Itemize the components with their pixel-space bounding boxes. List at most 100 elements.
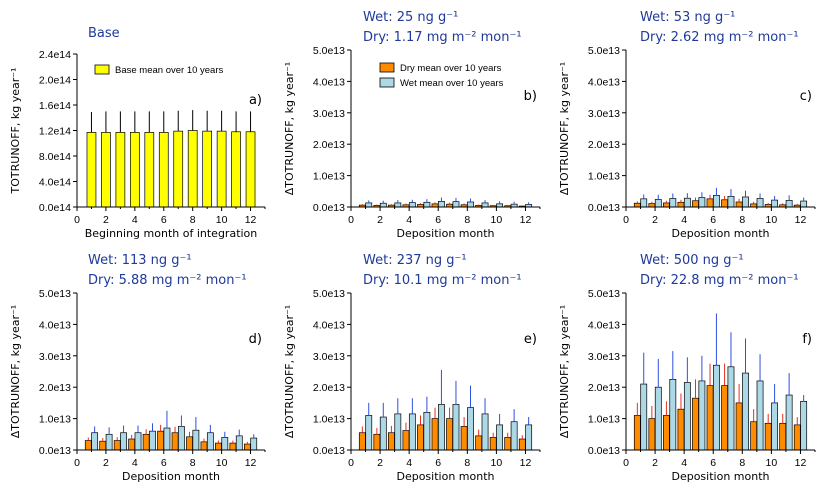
bar-base-m10 [216, 130, 227, 208]
bar-wet-m2 [105, 433, 113, 451]
bar-wet-m6 [713, 195, 720, 208]
y-tick-label: 5.0e13 [588, 45, 620, 57]
bar-dry-m5 [692, 397, 699, 451]
y-axis-label: TOTRUNOFF, kg year⁻¹ [9, 68, 22, 195]
bar-wet-m1 [365, 202, 373, 208]
bar-dry-m1 [358, 432, 366, 451]
bar-wet-m4 [408, 413, 416, 451]
bar-dry-m4 [128, 438, 136, 451]
bar-dry-m12 [793, 424, 801, 451]
panel-header: Dry: 5.88 mg m⁻² mon⁻¹ [88, 273, 247, 288]
x-tick-label: 4 [406, 457, 412, 469]
bar-wet-m3 [669, 198, 677, 208]
panel-header: Wet: 237 ng g⁻¹ [363, 253, 467, 268]
bar-dry-m2 [648, 203, 656, 208]
bar-wet-m9 [756, 198, 764, 208]
x-tick-label: 4 [132, 214, 138, 226]
y-tick-label: 8.0e14 [39, 151, 71, 163]
y-tick-label: 5.0e13 [588, 288, 620, 300]
x-axis-label: Beginning month of integration [85, 227, 258, 240]
x-tick-label: 6 [435, 457, 441, 469]
y-tick-label: 0.0e13 [313, 445, 345, 457]
x-tick-label: 6 [710, 214, 716, 226]
x-tick-label: 0 [74, 214, 80, 226]
panel-header: Wet: 53 ng g⁻¹ [640, 10, 735, 25]
bar-base-m9 [202, 130, 212, 208]
bar-wet-m7 [727, 366, 735, 451]
bar-dry-m11 [779, 422, 787, 451]
y-axis-label: ΔTOTRUNOFF, kg year⁻¹ [9, 305, 22, 438]
y-tick-label: 0.0e13 [588, 445, 620, 457]
bar-wet-m1 [365, 415, 373, 451]
bar-wet-m7 [727, 195, 735, 208]
x-tick-label: 12 [795, 214, 807, 226]
x-tick-label: 6 [161, 457, 167, 469]
y-tick-label: 4.0e13 [588, 76, 620, 88]
y-tick-label: 3.0e13 [588, 351, 620, 363]
bar-wet-m5 [698, 197, 706, 208]
bar-dry-m12 [243, 443, 251, 451]
panel-label: a) [249, 93, 262, 108]
x-tick-label: 0 [348, 214, 354, 226]
bar-dry-m3 [388, 432, 395, 451]
bar-wet-m4 [408, 202, 416, 208]
y-tick-label: 4.0e13 [313, 76, 345, 88]
bar-wet-m5 [149, 430, 156, 451]
x-tick-label: 8 [190, 457, 196, 469]
bar-dry-m3 [113, 440, 121, 451]
bar-dry-m8 [735, 402, 743, 451]
bar-base-m5 [144, 132, 155, 208]
bar-dry-m6 [706, 198, 714, 208]
x-tick-label: 8 [464, 214, 470, 226]
x-tick-label: 12 [245, 214, 257, 226]
panel-a: Base 0 2 4 6 8 10 12 0.0e14 4.0e14 8.0e14 1.2e14 1.6… [9, 26, 266, 240]
x-tick-label: 12 [520, 214, 532, 226]
x-tick-label: 8 [190, 214, 196, 226]
x-tick-label: 2 [377, 214, 383, 226]
y-tick-label: 3.0e13 [313, 351, 345, 363]
panel-label: b) [524, 89, 537, 104]
panel-label: c) [800, 89, 812, 104]
bar-dry-m1 [633, 202, 641, 208]
y-tick-label: 1.0e13 [588, 171, 620, 183]
bar-wet-m5 [423, 411, 431, 451]
bar-wet-m5 [698, 380, 706, 451]
x-tick-label: 8 [739, 214, 745, 226]
bar-dry-m4 [677, 201, 685, 208]
legend-swatch [94, 64, 110, 75]
x-tick-label: 4 [406, 214, 412, 226]
panel-f: Wet: 500 ng g⁻¹ Dry: 22.8 mg m⁻² mon⁻¹ 0 2 4… [558, 253, 816, 483]
bar-dry-m2 [99, 440, 107, 451]
bar-dry-m6 [157, 430, 164, 451]
y-tick-label: 1.0e13 [588, 414, 620, 426]
bar-wet-m4 [134, 432, 142, 451]
x-axis-label: Deposition month [671, 227, 769, 240]
bar-dry-m4 [677, 408, 685, 451]
bar-dry-m8 [460, 426, 468, 451]
bar-wet-m12 [525, 424, 533, 451]
panel-header: Base [88, 26, 120, 41]
panel-header: Dry: 10.1 mg m⁻² mon⁻¹ [363, 273, 522, 288]
x-tick-label: 10 [491, 214, 503, 226]
x-tick-label: 12 [795, 457, 807, 469]
bar-wet-m7 [452, 404, 460, 451]
bar-dry-m10 [764, 422, 772, 451]
panel-header: Dry: 22.8 mg m⁻² mon⁻¹ [640, 273, 799, 288]
bar-dry-m5 [692, 200, 699, 208]
bar-wet-m3 [669, 379, 677, 451]
x-tick-label: 2 [377, 457, 383, 469]
x-tick-label: 4 [132, 457, 138, 469]
bar-base-m6 [158, 132, 169, 208]
y-tick-label: 5.0e13 [39, 288, 71, 300]
x-tick-label: 4 [681, 457, 687, 469]
legend-swatch [379, 77, 395, 88]
x-tick-label: 2 [103, 457, 109, 469]
y-tick-label: 3.0e13 [588, 108, 620, 120]
bar-wet-m6 [713, 364, 720, 451]
bar-wet-m11 [785, 200, 793, 208]
x-tick-label: 10 [216, 214, 228, 226]
bar-dry-m9 [475, 435, 483, 451]
y-tick-label: 2.0e13 [313, 382, 345, 394]
bar-wet-m5 [423, 201, 431, 208]
